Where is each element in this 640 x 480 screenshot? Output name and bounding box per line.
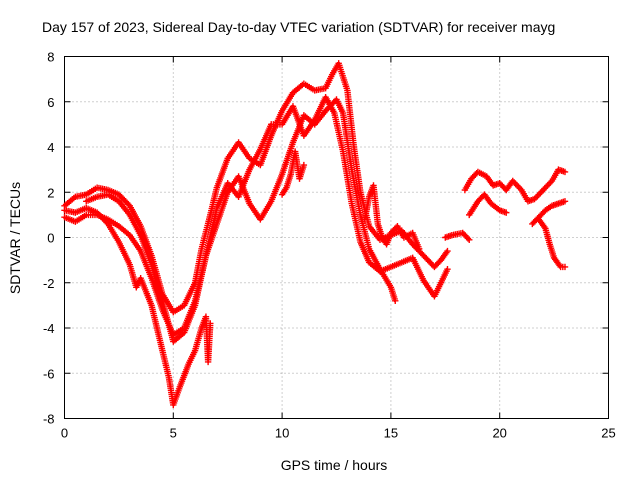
data-marks (61, 60, 569, 409)
series-track-d (83, 94, 451, 345)
x-tick-label: 5 (170, 426, 177, 441)
data-point (466, 236, 473, 243)
x-tick-label: 25 (601, 426, 615, 441)
series-track-e (278, 148, 308, 198)
x-tick-label: 0 (61, 426, 68, 441)
y-tick-label: 8 (47, 50, 54, 65)
series-track-k (442, 229, 473, 243)
data-point (444, 265, 451, 273)
y-tick-label: 2 (47, 185, 54, 200)
chart-title: Day 157 of 2023, Sidereal Day-to-day VTE… (42, 19, 555, 35)
y-axis-label: SDTVAR / TECUs (7, 182, 23, 294)
y-tick-label: -2 (43, 276, 55, 291)
y-tick-label: 4 (47, 140, 54, 155)
y-tick-label: -6 (43, 366, 55, 381)
data-point (444, 247, 451, 255)
data-point (392, 297, 399, 305)
data-point (561, 168, 569, 176)
data-point (503, 209, 510, 216)
series-track-f (361, 182, 423, 253)
x-tick-label: 20 (492, 426, 506, 441)
data-point (415, 245, 423, 253)
data-point (561, 263, 569, 271)
series-track-b (61, 96, 399, 338)
y-tick-label: -4 (43, 321, 55, 336)
y-tick-label: 6 (47, 95, 54, 110)
series-track-g (461, 166, 569, 205)
series-track-i (529, 198, 569, 228)
x-axis-label: GPS time / hours (281, 457, 388, 473)
x-tick-label: 10 (275, 426, 289, 441)
series-track-c (61, 204, 214, 409)
data-point (464, 235, 472, 242)
data-point (561, 198, 569, 205)
axis-ticks: 0 5 10 15 20 25 -8 -6 -4 -2 0 2 4 6 8 (43, 50, 616, 441)
y-tick-label: -8 (43, 412, 55, 427)
data-point (125, 201, 132, 208)
x-tick-label: 15 (384, 426, 398, 441)
series-track-h (466, 191, 510, 219)
series-track-a (61, 60, 451, 316)
data-point (103, 219, 110, 226)
data-point (207, 320, 214, 327)
y-tick-label: 0 (47, 231, 54, 246)
series-track-j (535, 216, 569, 271)
data-point (300, 161, 308, 169)
